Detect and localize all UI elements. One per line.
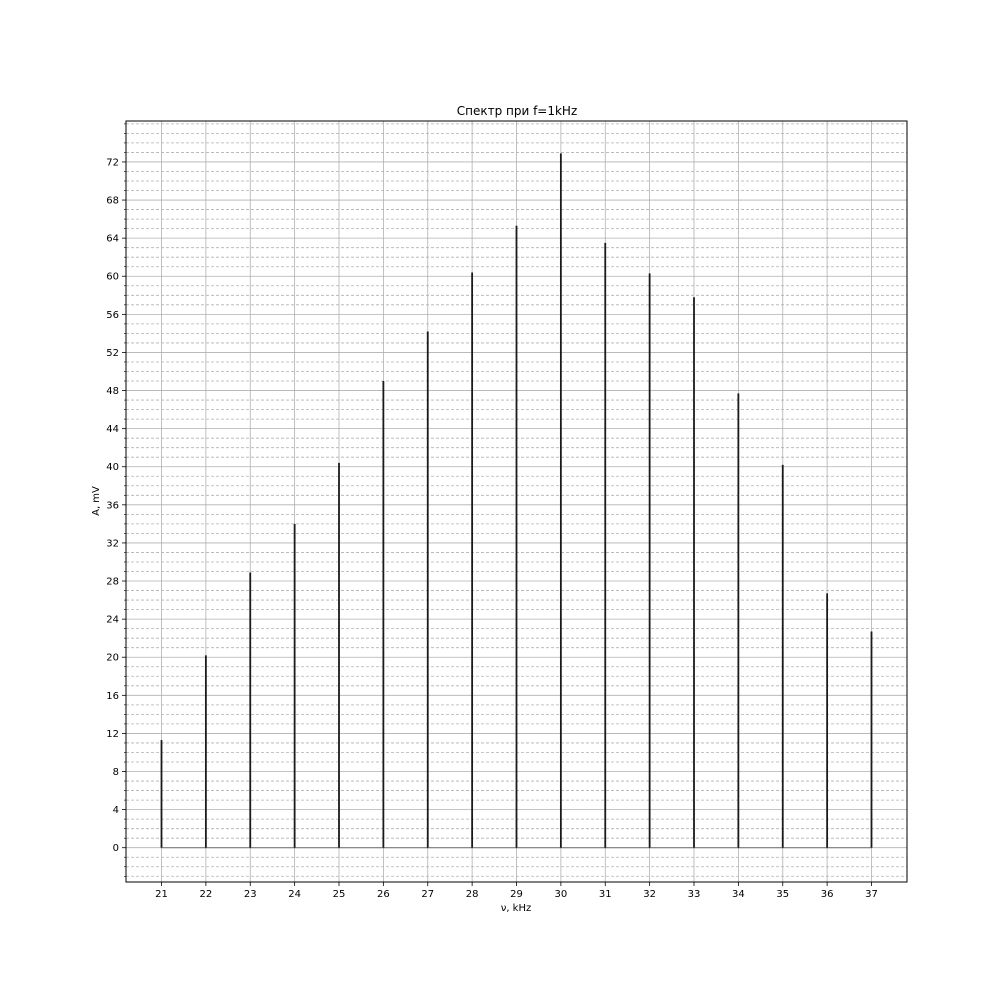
x-tick-label: 36 [821,889,834,900]
chart-title: Спектр при f=1kHz [457,104,578,118]
y-tick-label: 16 [106,691,119,702]
x-tick-label: 27 [421,889,434,900]
y-tick-label: 60 [106,272,119,283]
x-tick-label: 24 [288,889,301,900]
x-tick-label: 34 [732,889,745,900]
y-tick-label: 12 [106,729,119,740]
y-tick-label: 36 [106,500,119,511]
x-tick-label: 33 [688,889,701,900]
x-tick-label: 29 [510,889,523,900]
y-tick-label: 0 [113,843,119,854]
x-tick-label: 32 [643,889,656,900]
stems [160,153,873,849]
y-tick-label: 8 [113,767,119,778]
x-tick-label: 23 [244,889,257,900]
x-tick-label: 22 [200,889,213,900]
y-tick-label: 40 [106,462,119,473]
y-axis-title: A, mV [91,486,102,516]
y-tick-label: 20 [106,653,119,664]
x-axis-ticks: 21 22 23 24 25 26 27 28 29 30 31 32 33 34 35 36 37 [155,882,878,900]
y-tick-label: 72 [106,157,119,168]
y-tick-label: 24 [106,615,119,626]
y-tick-label: 64 [106,234,119,245]
y-tick-label: 28 [106,577,119,588]
x-tick-label: 31 [599,889,612,900]
x-axis-title: ν, kHz [501,903,532,914]
x-tick-label: 37 [865,889,878,900]
x-tick-label: 26 [377,889,390,900]
x-tick-label: 30 [555,889,568,900]
y-tick-label: 52 [106,348,119,359]
x-tick-label: 21 [155,889,168,900]
y-tick-label: 44 [106,424,119,435]
y-tick-label: 32 [106,538,119,549]
y-tick-label: 4 [113,805,119,816]
x-tick-label: 25 [333,889,346,900]
x-tick-label: 35 [776,889,789,900]
y-tick-label: 68 [106,196,119,207]
y-tick-label: 56 [106,310,119,321]
y-tick-label: 48 [106,386,119,397]
x-tick-label: 28 [466,889,479,900]
